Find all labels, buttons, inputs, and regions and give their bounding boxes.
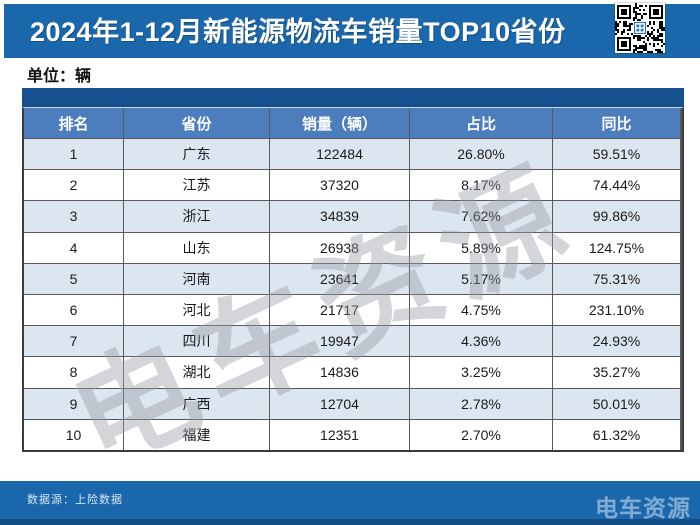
table-cell-r4-c0: 4 <box>24 232 123 263</box>
unit-label: 单位：辆 <box>27 68 92 85</box>
table-cell-r4-c2: 26938 <box>270 232 409 263</box>
table-cell-r9-c1: 广西 <box>124 388 269 419</box>
column-header-yoy: 同比 <box>553 108 680 138</box>
table-cell-r4-c1: 山东 <box>124 232 269 263</box>
table-cell-r5-c3: 5.17% <box>410 263 552 294</box>
table-cell-r6-c3: 4.75% <box>410 294 552 326</box>
table-cell-r2-c0: 2 <box>24 170 123 201</box>
table-cell-r6-c4: 231.10% <box>553 294 680 326</box>
table-cell-r6-c1: 河北 <box>124 294 269 326</box>
table-cell-r4-c3: 5.89% <box>410 232 552 263</box>
page-title: 2024年1-12月新能源物流车销量TOP10省份 <box>30 17 566 47</box>
column-header-sales: 销量（辆） <box>270 108 409 138</box>
table-cell-r3-c3: 7.62% <box>410 201 552 232</box>
table-grid: 排名 省份 销量（辆） 占比 同比 1 广东 122484 26.80% 59.51% 2… <box>22 107 684 452</box>
table-cell-r8-c2: 14836 <box>270 357 409 388</box>
qr-code-icon <box>615 3 665 53</box>
table-cell-r7-c1: 四川 <box>124 326 269 357</box>
table-cell-r4-c4: 124.75% <box>553 232 680 263</box>
column-header-rank: 排名 <box>24 108 123 138</box>
table-cell-r7-c0: 7 <box>24 326 123 357</box>
table-cell-r8-c3: 3.25% <box>410 357 552 388</box>
title-bar: 2024年1-12月新能源物流车销量TOP10省份 <box>4 4 700 58</box>
data-source-label: 数据源：上险数据 <box>27 494 123 506</box>
table-cell-r8-c4: 35.27% <box>553 357 680 388</box>
qr-code-modules-svg <box>615 3 665 53</box>
table-cell-r9-c0: 9 <box>24 388 123 419</box>
table-cell-r7-c2: 19947 <box>270 326 409 357</box>
column-header-province: 省份 <box>124 108 269 138</box>
footer-bar: 数据源：上险数据 电车资源 <box>0 481 700 525</box>
table-cell-r10-c1: 福建 <box>124 419 269 450</box>
table-cell-r2-c3: 8.17% <box>410 170 552 201</box>
table-cell-r2-c4: 74.44% <box>553 170 680 201</box>
table-cell-r5-c1: 河南 <box>124 263 269 294</box>
table-cell-r3-c4: 99.86% <box>553 201 680 232</box>
table-cell-r3-c0: 3 <box>24 201 123 232</box>
table-cell-r9-c4: 50.01% <box>553 388 680 419</box>
table-cell-r1-c4: 59.51% <box>553 139 680 170</box>
table-cell-r5-c4: 75.31% <box>553 263 680 294</box>
table-cell-r10-c0: 10 <box>24 419 123 450</box>
table-cell-r5-c2: 23641 <box>270 263 409 294</box>
table-cell-r6-c2: 21717 <box>270 294 409 326</box>
table-cell-r1-c0: 1 <box>24 139 123 170</box>
column-header-share: 占比 <box>410 108 552 138</box>
table-cell-r8-c1: 湖北 <box>124 357 269 388</box>
table-cell-r1-c1: 广东 <box>124 139 269 170</box>
table-cell-r10-c2: 12351 <box>270 419 409 450</box>
table-cell-r8-c0: 8 <box>24 357 123 388</box>
sales-table: 排名 省份 销量（辆） 占比 同比 1 广东 122484 26.80% 59.51% 2… <box>22 88 684 452</box>
table-cell-r3-c2: 34839 <box>270 201 409 232</box>
qr-center-grid-icon <box>635 23 645 33</box>
table-cell-r3-c1: 浙江 <box>124 201 269 232</box>
table-cell-r1-c2: 122484 <box>270 139 409 170</box>
table-cell-r10-c3: 2.70% <box>410 419 552 450</box>
table-cell-r7-c4: 24.93% <box>553 326 680 357</box>
table-cell-r9-c3: 2.78% <box>410 388 552 419</box>
table-cell-r5-c0: 5 <box>24 263 123 294</box>
table-cell-r10-c4: 61.32% <box>553 419 680 450</box>
table-cell-r9-c2: 12704 <box>270 388 409 419</box>
table-cell-r2-c2: 37320 <box>270 170 409 201</box>
brand-logo: 电车资源 <box>595 495 691 521</box>
table-top-band <box>22 88 684 107</box>
table-cell-r6-c0: 6 <box>24 294 123 326</box>
table-cell-r2-c1: 江苏 <box>124 170 269 201</box>
table-cell-r7-c3: 4.36% <box>410 326 552 357</box>
table-cell-r1-c3: 26.80% <box>410 139 552 170</box>
